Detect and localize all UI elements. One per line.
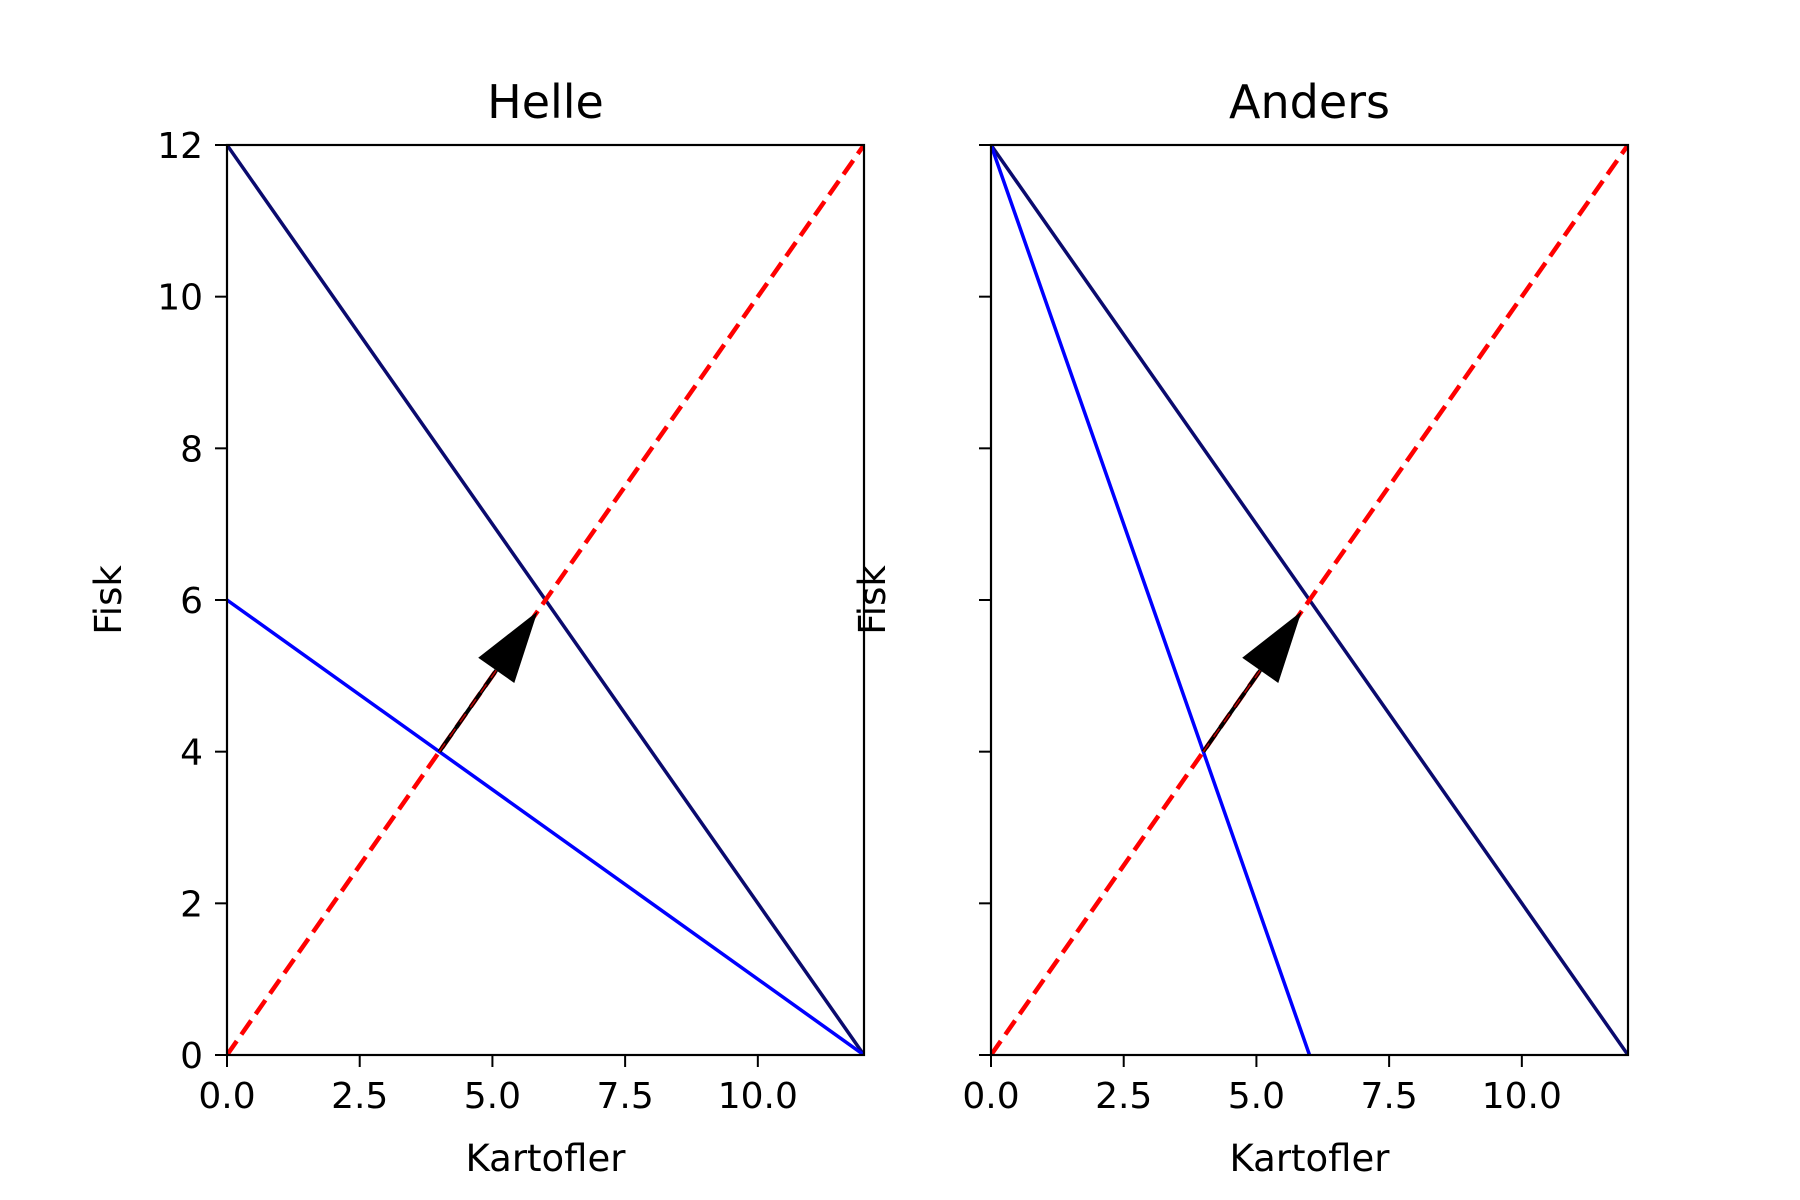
arrow-shaft — [437, 669, 498, 753]
y-tick-label: 12 — [157, 126, 203, 167]
y-axis-label: Fisk — [851, 565, 894, 635]
x-tick-label: 7.5 — [596, 1076, 653, 1117]
panel-anders: 0.0 2.5 5.0 7.5 10.0 Anders Kartofler Fisk — [851, 75, 1630, 1180]
x-tick-label: 5.0 — [1228, 1076, 1285, 1117]
x-tick-label: 2.5 — [1095, 1076, 1152, 1117]
x-tick-label: 0.0 — [198, 1076, 255, 1117]
x-axis-label: Kartofler — [466, 1137, 627, 1180]
plot-area — [227, 145, 864, 1055]
y-axis-label: Fisk — [87, 565, 130, 635]
arrow-shaft — [1201, 669, 1262, 753]
arrow-head — [1242, 611, 1302, 683]
x-tick-label: 7.5 — [1360, 1076, 1417, 1117]
x-tick-label: 5.0 — [464, 1076, 521, 1117]
chart-title: Helle — [487, 75, 604, 129]
x-axis-label: Kartofler — [1230, 1137, 1391, 1180]
y-tick-label: 6 — [180, 581, 203, 622]
y-tick-label: 4 — [180, 733, 203, 774]
plot-area — [991, 145, 1628, 1055]
dashed-series-line — [991, 145, 1628, 1055]
y-tick-label: 2 — [180, 884, 203, 925]
y-tick-label: 10 — [157, 278, 203, 319]
dashed-series-line — [227, 145, 864, 1055]
x-tick-label: 0.0 — [962, 1076, 1019, 1117]
y-tick-label: 0 — [180, 1036, 203, 1077]
chart-title: Anders — [1229, 75, 1390, 129]
x-tick-label: 2.5 — [331, 1076, 388, 1117]
panel-helle: 0.0 2.5 5.0 7.5 10.0 0 2 4 6 8 10 12 Helle Kartofler F… — [87, 75, 866, 1180]
series-line — [227, 598, 864, 1055]
x-tick-label: 10.0 — [718, 1076, 798, 1117]
series-line — [991, 145, 1312, 1055]
y-tick-label: 8 — [180, 429, 203, 470]
arrow-head — [478, 611, 538, 683]
x-tick-label: 10.0 — [1482, 1076, 1562, 1117]
